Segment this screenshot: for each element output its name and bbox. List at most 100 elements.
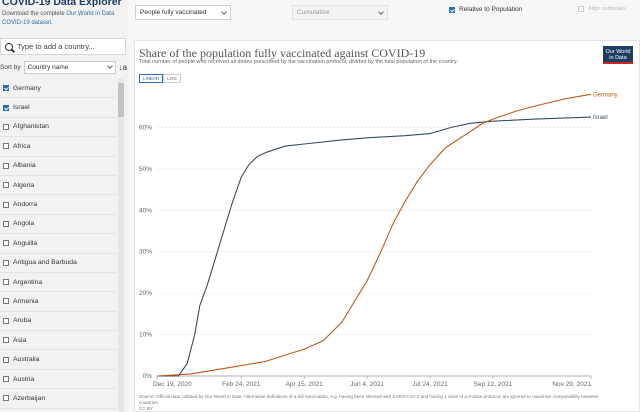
- country-checkbox[interactable]: [3, 104, 9, 111]
- country-label: Argentina: [13, 278, 43, 286]
- country-list: Germany Israel Afghanistan Africa Albania Alg…: [0, 79, 117, 409]
- y-tick-label: 10%: [139, 332, 152, 339]
- country-label: Azerbaijan: [13, 394, 46, 402]
- line-chart: 0% 10% 20% 30% 40% 50% 60% Dec 19, 2020 Feb 24, …: [139, 92, 618, 388]
- relative-label: Relative to Population: [459, 6, 523, 13]
- search-icon: [5, 42, 13, 51]
- country-label: Antigua and Barbuda: [13, 259, 77, 267]
- search-input[interactable]: Type to add a country...: [17, 42, 95, 51]
- explorer-description: Download the complete Our World in Data …: [2, 10, 126, 28]
- country-search[interactable]: Type to add a country...: [0, 38, 126, 55]
- logo-line-2: in Data: [609, 55, 627, 61]
- owid-logo[interactable]: Our World in Data: [603, 46, 633, 64]
- country-item[interactable]: Albania: [0, 157, 117, 176]
- country-label: Albania: [13, 162, 36, 170]
- chart-title: Share of the population fully vaccinated…: [139, 46, 426, 60]
- y-tick-label: 60%: [139, 124, 152, 131]
- country-checkbox[interactable]: [3, 376, 9, 383]
- sort-select[interactable]: Country name: [23, 60, 116, 74]
- country-item[interactable]: Argentina: [0, 273, 117, 293]
- country-label: Australia: [13, 356, 40, 364]
- country-checkbox[interactable]: [3, 298, 9, 305]
- series-label-germany: Germany: [593, 92, 618, 98]
- relative-toggle[interactable]: Relative to Population: [449, 6, 522, 13]
- country-label: Germany: [13, 84, 41, 92]
- align-label: Align outbreaks: [588, 6, 626, 12]
- sort-direction-icon[interactable]: ↓a: [118, 62, 128, 72]
- logo-line-1: Our World: [605, 49, 631, 55]
- dataset-link[interactable]: Our World in Data COVID-19 dataset.: [2, 11, 115, 26]
- country-label: Austria: [13, 375, 35, 383]
- y-tick-label: 50%: [139, 166, 152, 173]
- country-checkbox[interactable]: [3, 395, 9, 402]
- country-label: Aruba: [13, 317, 32, 325]
- scroll-thumb[interactable]: [118, 83, 124, 117]
- x-tick-label: Feb 24, 2021: [222, 381, 261, 388]
- country-item[interactable]: Africa: [0, 137, 117, 157]
- country-item[interactable]: Angola: [0, 215, 117, 235]
- country-label: Andorra: [13, 201, 38, 209]
- series-label-israel: Israel: [593, 115, 608, 121]
- x-tick-label: Apr 15, 2021: [286, 381, 324, 388]
- metric-select[interactable]: People fully vaccinated: [135, 5, 231, 20]
- x-tick-label: Dec 19, 2020: [153, 381, 192, 388]
- country-item[interactable]: Anguilla: [0, 234, 117, 254]
- chevron-down-icon: [221, 8, 227, 15]
- country-item[interactable]: Israel: [0, 98, 117, 118]
- x-tick-label: Nov 29, 2021: [552, 381, 591, 388]
- series-line-israel[interactable]: [157, 116, 592, 377]
- country-label: Armenia: [13, 297, 39, 305]
- country-label: Algeria: [13, 181, 35, 189]
- country-checkbox[interactable]: [3, 259, 9, 266]
- scale-toggle: LINEAR LOG: [139, 74, 181, 83]
- country-checkbox[interactable]: [3, 85, 9, 92]
- country-label: Angola: [13, 220, 35, 228]
- align-checkbox[interactable]: [578, 6, 584, 12]
- country-checkbox[interactable]: [3, 356, 9, 363]
- country-checkbox[interactable]: [3, 123, 9, 130]
- country-item[interactable]: Antigua and Barbuda: [0, 254, 117, 273]
- chart-footer: Source: Official data collated by Our Wo…: [139, 394, 609, 411]
- country-item[interactable]: Asia: [0, 331, 117, 351]
- relative-checkbox[interactable]: [449, 6, 455, 13]
- chart-panel: Share of the population fully vaccinated…: [134, 40, 640, 412]
- chevron-down-icon: [106, 63, 113, 69]
- country-item[interactable]: Azerbaijan: [0, 389, 117, 409]
- country-list-scrollbar[interactable]: [118, 79, 124, 412]
- y-tick-label: 40%: [139, 207, 152, 214]
- country-item[interactable]: Afghanistan: [0, 118, 117, 138]
- country-checkbox[interactable]: [3, 182, 9, 189]
- country-checkbox[interactable]: [3, 337, 9, 344]
- country-checkbox[interactable]: [3, 220, 9, 227]
- scale-log-button[interactable]: LOG: [163, 74, 181, 83]
- country-checkbox[interactable]: [3, 162, 9, 169]
- country-label: Africa: [13, 142, 31, 150]
- country-label: Israel: [13, 104, 30, 112]
- country-item[interactable]: Aruba: [0, 312, 117, 332]
- country-checkbox[interactable]: [3, 240, 9, 247]
- country-item[interactable]: Germany: [0, 79, 117, 99]
- country-item[interactable]: Armenia: [0, 292, 117, 312]
- interval-value: Cumulative: [297, 9, 330, 16]
- country-checkbox[interactable]: [3, 279, 9, 286]
- country-checkbox[interactable]: [3, 143, 9, 150]
- country-label: Anguilla: [13, 239, 38, 247]
- country-item[interactable]: Austria: [0, 370, 117, 390]
- series-line-germany[interactable]: [156, 93, 592, 377]
- scale-linear-button[interactable]: LINEAR: [139, 74, 164, 83]
- x-tick-label: Jul 24, 2021: [412, 381, 448, 388]
- sidebar: COVID-19 Data Explorer Download the comp…: [0, 0, 128, 412]
- country-item[interactable]: Australia: [0, 350, 117, 370]
- country-checkbox[interactable]: [3, 317, 9, 324]
- country-item[interactable]: Algeria: [0, 176, 117, 196]
- y-tick-label: 20%: [139, 290, 152, 297]
- country-label: Afghanistan: [13, 123, 49, 131]
- footer-source: Source: Official data collated by Our Wo…: [139, 394, 599, 405]
- country-checkbox[interactable]: [3, 201, 9, 208]
- align-toggle[interactable]: Align outbreaks: [578, 6, 626, 12]
- interval-select[interactable]: Cumulative: [292, 5, 388, 20]
- y-tick-label: 30%: [139, 249, 152, 256]
- country-item[interactable]: Andorra: [0, 195, 117, 215]
- country-label: Asia: [13, 336, 27, 344]
- footer-license[interactable]: CC BY: [139, 405, 154, 411]
